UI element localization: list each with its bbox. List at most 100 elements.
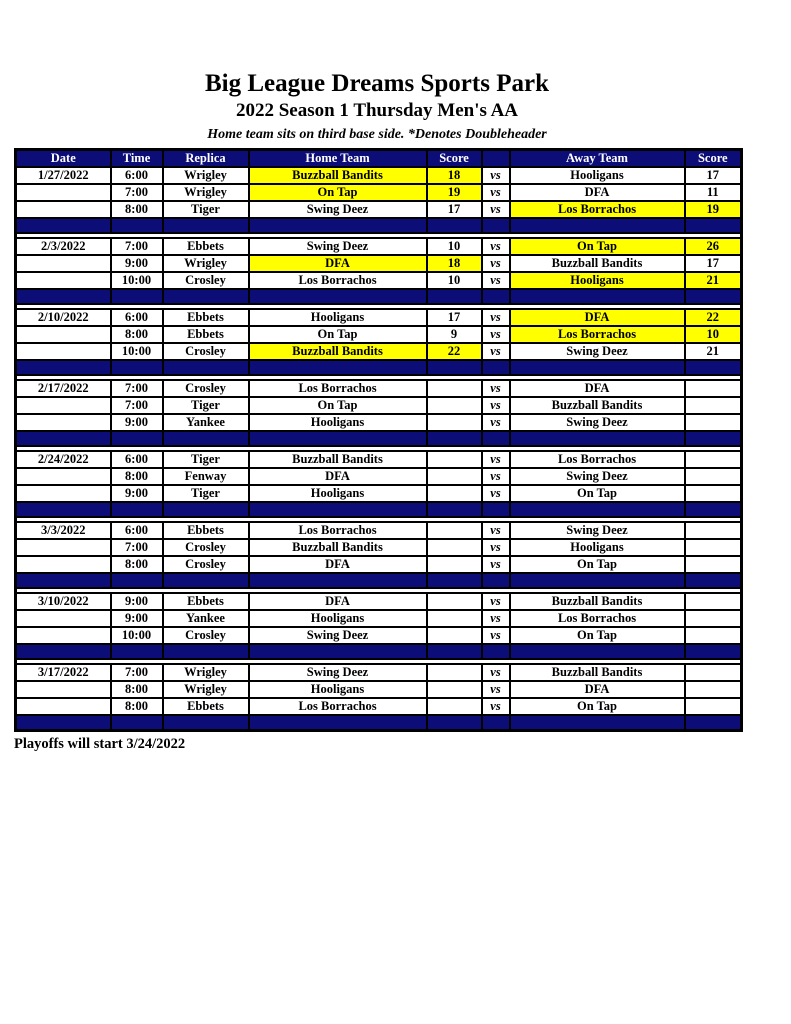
away-team-cell: Los Borrachos	[508, 325, 686, 344]
separator-row	[14, 430, 743, 447]
date-cell: 3/3/2022	[14, 521, 112, 540]
date-cell	[14, 626, 112, 645]
game-row: 2/17/2022 7:00 Crosley Los Borrachos vs DFA	[14, 379, 743, 398]
separator-row	[14, 714, 743, 732]
header-cell-vs	[480, 148, 511, 168]
block-gap-cell	[15, 375, 742, 380]
block-gap-row	[15, 233, 742, 238]
time-cell: 6:00	[109, 166, 164, 185]
home-score-cell	[425, 680, 483, 699]
home-score-cell	[425, 450, 483, 469]
separator-cell	[247, 288, 428, 305]
vs-cell: vs	[480, 254, 511, 273]
header-cell-home-team: Home Team	[247, 148, 428, 168]
block-gap-cell	[15, 588, 742, 593]
home-team-cell: Hooligans	[247, 308, 428, 327]
away-score-cell	[683, 626, 743, 645]
replica-cell: Tiger	[161, 200, 250, 219]
header-cell-date: Date	[14, 148, 112, 168]
separator-cell	[508, 288, 686, 305]
game-row: 8:00 Ebbets On Tap 9 vs Los Borrachos 10	[14, 325, 743, 344]
date-cell	[14, 697, 112, 716]
header-row: Date Time Replica Home Team Score Away Team Sc…	[14, 148, 743, 168]
away-team-cell: Buzzball Bandits	[508, 254, 686, 273]
home-team-cell: Los Borrachos	[247, 697, 428, 716]
home-team-cell: Hooligans	[247, 484, 428, 503]
home-score-cell: 17	[425, 308, 483, 327]
away-team-cell: Swing Deez	[508, 467, 686, 486]
separator-cell	[247, 714, 428, 732]
separator-cell	[425, 572, 483, 589]
date-cell	[14, 413, 112, 432]
separator-cell	[480, 643, 511, 660]
home-score-cell: 10	[425, 271, 483, 290]
separator-cell	[161, 217, 250, 234]
vs-cell: vs	[480, 521, 511, 540]
away-score-cell	[683, 609, 743, 628]
away-team-cell: Hooligans	[508, 271, 686, 290]
home-team-cell: Swing Deez	[247, 200, 428, 219]
home-score-cell: 18	[425, 254, 483, 273]
home-score-cell: 18	[425, 166, 483, 185]
separator-cell	[14, 643, 112, 660]
replica-cell: Crosley	[161, 555, 250, 574]
home-score-cell	[425, 538, 483, 557]
home-team-cell: DFA	[247, 467, 428, 486]
away-team-cell: DFA	[508, 680, 686, 699]
vs-cell: vs	[480, 663, 511, 682]
separator-cell	[161, 288, 250, 305]
schedule-table-head: Date Time Replica Home Team Score Away Team Sc…	[14, 148, 743, 168]
playoffs-note: Playoffs will start 3/24/2022	[14, 736, 186, 752]
separator-cell	[247, 501, 428, 518]
away-score-cell: 22	[683, 308, 743, 327]
replica-cell: Fenway	[161, 467, 250, 486]
away-score-cell: 17	[683, 254, 743, 273]
separator-cell	[14, 217, 112, 234]
replica-cell: Wrigley	[161, 183, 250, 202]
vs-cell: vs	[480, 467, 511, 486]
date-cell: 3/10/2022	[14, 592, 112, 611]
home-team-cell: DFA	[247, 254, 428, 273]
separator-cell	[109, 643, 164, 660]
separator-cell	[508, 501, 686, 518]
separator-cell	[683, 572, 743, 589]
home-score-cell	[425, 626, 483, 645]
separator-cell	[109, 359, 164, 376]
away-team-cell: On Tap	[508, 484, 686, 503]
block-gap-cell	[15, 233, 742, 238]
away-team-cell: Hooligans	[508, 166, 686, 185]
home-score-cell	[425, 484, 483, 503]
replica-cell: Ebbets	[161, 521, 250, 540]
separator-cell	[425, 501, 483, 518]
time-cell: 10:00	[109, 626, 164, 645]
home-score-cell	[425, 467, 483, 486]
time-cell: 8:00	[109, 467, 164, 486]
away-score-cell	[683, 592, 743, 611]
away-team-cell: On Tap	[508, 697, 686, 716]
vs-cell: vs	[480, 237, 511, 256]
separator-cell	[161, 572, 250, 589]
time-cell: 7:00	[109, 538, 164, 557]
header-cell-home-score: Score	[425, 148, 483, 168]
game-row: 7:00 Crosley Buzzball Bandits vs Hooligans	[14, 538, 743, 557]
separator-cell	[425, 643, 483, 660]
separator-cell	[425, 359, 483, 376]
time-cell: 6:00	[109, 308, 164, 327]
separator-cell	[109, 288, 164, 305]
date-cell	[14, 200, 112, 219]
time-cell: 7:00	[109, 663, 164, 682]
separator-cell	[161, 430, 250, 447]
away-team-cell: Los Borrachos	[508, 450, 686, 469]
away-score-cell: 10	[683, 325, 743, 344]
away-score-cell: 19	[683, 200, 743, 219]
date-cell: 1/27/2022	[14, 166, 112, 185]
page-subtitle: 2022 Season 1 Thursday Men's AA	[235, 100, 519, 121]
away-team-cell: DFA	[508, 183, 686, 202]
separator-cell	[14, 430, 112, 447]
separator-cell	[109, 714, 164, 732]
away-score-cell	[683, 663, 743, 682]
time-cell: 6:00	[109, 450, 164, 469]
away-score-cell	[683, 521, 743, 540]
home-team-cell: Swing Deez	[247, 237, 428, 256]
